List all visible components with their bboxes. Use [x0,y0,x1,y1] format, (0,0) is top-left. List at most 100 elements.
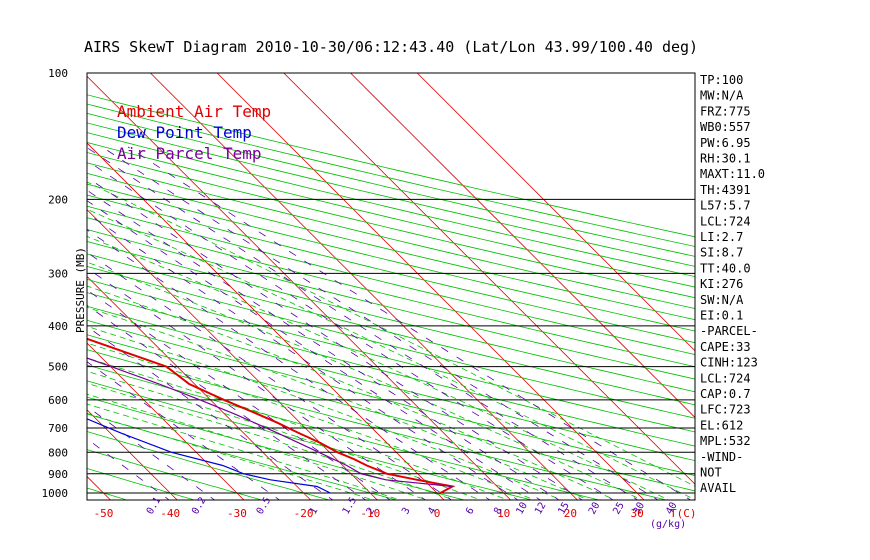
stability-index-item: CAP:0.7 [700,387,751,401]
isotherm-line [150,73,578,500]
mixing-ratio-label: 25 [611,501,627,517]
bottom-temp-tick-label: -30 [227,507,247,520]
mixing-ratio-label: 15 [556,501,572,517]
mixing-ratio-line [87,251,453,500]
dry-adiabat-line [87,172,695,321]
profile-ambient-air-temp [87,337,456,494]
stability-index-item: RH:30.1 [700,152,751,166]
moist-adiabat-line [87,357,509,500]
mixing-ratio-line [87,176,584,500]
mixing-ratio-label: 10 [514,501,530,517]
dry-adiabat-line [87,253,695,406]
mixing-ratio-label: 6 [464,506,477,517]
stability-index-item: LCL:724 [700,371,751,385]
pressure-tick-label: 800 [48,446,68,459]
bottom-temp-tick-label: -20 [294,507,314,520]
mixing-ratio-label: 4 [426,506,439,517]
dry-adiabat-line [87,122,695,267]
isotherm-line [350,73,695,419]
mixing-ratio-line [101,146,659,500]
pressure-tick-label: 600 [48,394,68,407]
stability-index-item: TH:4391 [700,183,751,197]
legend-entry: Ambient Air Temp [117,102,271,121]
dry-adiabat-line [87,292,695,447]
plot-frame [86,72,696,501]
isotherm-line [87,142,445,500]
temp-axis-label: T(C) [670,507,697,520]
bottom-temp-tick-label: 30 [630,507,643,520]
pressure-tick-label: 700 [48,422,68,435]
mixing-ratio-label: 0.2 [190,495,209,516]
isotherm-line [87,475,111,500]
stability-index-item: KI:276 [700,277,743,291]
stability-index-item: EI:0.1 [700,309,743,323]
moist-adiabat-line [87,403,402,500]
stability-index-item: FRZ:775 [700,104,751,118]
pressure-tick-label: 900 [48,468,68,481]
mixing-ratio-line [87,147,639,500]
bottom-temp-tick-label: 10 [497,507,510,520]
legend-entry: Air Parcel Temp [117,144,262,163]
mixing-ratio-label: 3 [400,506,413,517]
dry-adiabat-line [87,162,695,309]
mixing-ratio-line [87,405,216,500]
chart-title: AIRS SkewT Diagram 2010-10-30/06:12:43.4… [84,38,698,56]
stability-index-item: NOT [700,466,722,480]
stability-index-item: LCL:724 [700,214,751,228]
profile-air-parcel-temp [87,357,453,488]
moist-adiabat-line [87,370,482,500]
isotherm-line [87,409,178,500]
dry-adiabat-line [87,132,695,278]
mixing-ratio-label: 1.5 [341,495,360,516]
sounding-profiles [87,337,456,494]
dry-adiabat-line [87,449,264,500]
dry-adiabat-line [87,265,695,419]
pressure-tick-label: 200 [48,193,68,206]
stability-index-item: SI:8.7 [700,246,743,260]
stability-index-item: PW:6.95 [700,136,751,150]
stability-index-item: CAPE:33 [700,340,751,354]
stability-index-item: MAXT:11.0 [700,167,765,181]
bottom-temp-tick-label: -50 [94,507,114,520]
moist-adiabat-line [87,393,429,500]
stability-index-item: WB0:557 [700,120,751,134]
mixing-ratio-axis-label: (g/kg) [650,519,686,530]
dry-adiabat-line [87,112,695,257]
pressure-tick-label: 100 [48,67,68,80]
isotherm-line [87,275,311,500]
isotherm-line [216,73,645,500]
pressure-axis-label: PRESSURE (MB) [74,247,87,333]
stability-index-item: AVAIL [700,481,736,495]
mixing-ratio-label: 40 [664,501,680,517]
stability-index-item: CINH:123 [700,356,758,370]
isotherm-line [0,73,44,500]
stability-index-item: TP:100 [700,73,743,87]
dry-adiabat-line [87,305,695,462]
legend-entry: Dew Point Temp [117,123,252,142]
isotherm-line [283,73,695,485]
dry-adiabat-line [87,152,695,299]
stability-index-item: MW:N/A [700,89,744,103]
stability-index-item: SW:N/A [700,293,744,307]
dry-adiabat-line [87,103,695,247]
dry-adiabat-line [87,278,695,433]
dry-adiabat-line [87,334,695,492]
stability-index-item: EL:612 [700,418,743,432]
bottom-temp-tick-label: -40 [160,507,180,520]
stability-index-item: -PARCEL- [700,324,758,338]
profile-dew-point-temp [87,418,331,494]
pressure-tick-label: 1000 [42,487,69,500]
bottom-temp-tick-label: 0 [434,507,441,520]
isotherm-line [87,209,378,500]
mixing-ratio-line [87,189,560,500]
isotherm-line [416,73,695,352]
moist-adiabat-line [87,261,643,500]
pressure-tick-label: 500 [48,361,68,374]
stability-index-item: LFC:723 [700,403,751,417]
dry-adiabat-line [87,229,695,380]
stability-index-item: LI:2.7 [700,230,743,244]
stability-index-item: MPL:532 [700,434,751,448]
mixing-ratio-label: 8 [492,506,505,517]
dry-adiabat-line [87,142,695,288]
mixing-ratio-label: 20 [587,501,603,517]
